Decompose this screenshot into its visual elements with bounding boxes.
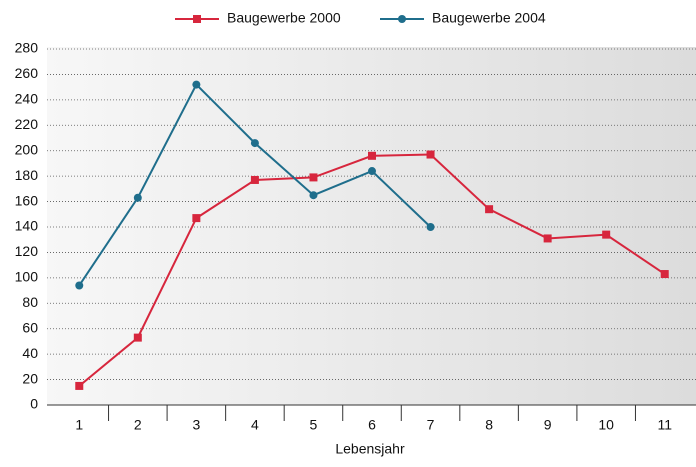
y-tick-label: 60 xyxy=(22,319,38,335)
y-tick-label: 280 xyxy=(15,40,39,56)
x-tick-label: 11 xyxy=(657,417,672,433)
y-tick-label: 260 xyxy=(15,65,39,81)
x-tick-label: 8 xyxy=(485,417,493,433)
x-tick-label: 5 xyxy=(310,417,318,433)
y-tick-label: 240 xyxy=(15,91,39,107)
marker xyxy=(75,381,84,390)
marker xyxy=(192,80,201,89)
x-tick-label: 3 xyxy=(192,417,200,433)
marker xyxy=(602,230,611,239)
x-axis-label: Lebensjahr xyxy=(335,441,405,457)
legend-marker xyxy=(398,15,406,23)
y-tick-label: 160 xyxy=(15,192,39,208)
marker xyxy=(75,281,84,290)
marker xyxy=(250,139,259,148)
y-tick-label: 220 xyxy=(15,116,39,132)
x-tick-label: 2 xyxy=(134,417,142,433)
y-tick-label: 200 xyxy=(15,141,39,157)
y-tick-label: 120 xyxy=(15,243,39,259)
marker xyxy=(250,175,259,184)
y-tick-label: 80 xyxy=(22,294,38,310)
x-tick-label: 9 xyxy=(544,417,552,433)
marker xyxy=(426,150,435,159)
legend-label: Baugewerbe 2004 xyxy=(432,10,546,26)
marker xyxy=(426,223,435,231)
x-tick-label: 7 xyxy=(427,417,435,433)
x-tick-label: 10 xyxy=(598,417,614,433)
x-tick-label: 6 xyxy=(368,417,376,433)
y-tick-label: 40 xyxy=(22,345,38,361)
marker xyxy=(660,270,669,279)
marker xyxy=(309,173,318,182)
marker xyxy=(133,193,142,202)
marker xyxy=(368,151,376,160)
plot-area xyxy=(47,47,696,405)
y-tick-label: 180 xyxy=(15,167,39,183)
y-tick-label: 100 xyxy=(15,269,39,285)
marker xyxy=(485,205,494,214)
marker xyxy=(368,167,376,176)
x-tick-label: 4 xyxy=(251,417,259,433)
marker xyxy=(543,234,552,243)
marker xyxy=(133,333,142,342)
marker xyxy=(192,214,201,223)
legend-label: Baugewerbe 2000 xyxy=(227,10,341,26)
legend-marker xyxy=(193,15,201,23)
y-tick-label: 140 xyxy=(15,218,39,234)
y-tick-label: 20 xyxy=(22,370,38,386)
x-tick-label: 1 xyxy=(75,417,83,433)
y-tick-label: 0 xyxy=(30,396,38,412)
marker xyxy=(309,191,318,200)
